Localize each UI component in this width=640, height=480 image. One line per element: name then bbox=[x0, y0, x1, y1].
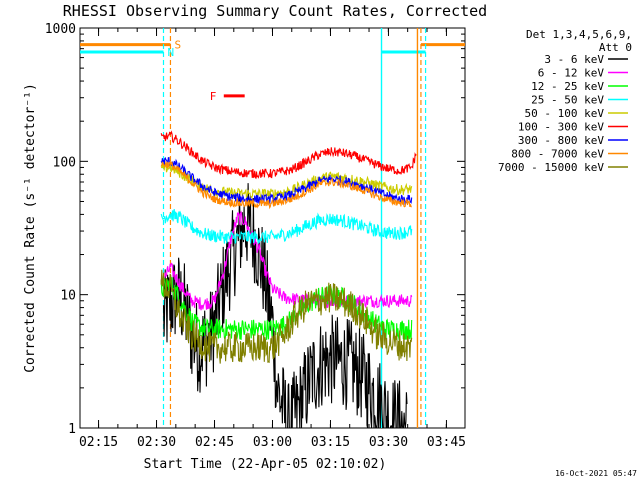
legend-header: Att 0 bbox=[599, 41, 632, 54]
x-tick-label: 03:45 bbox=[427, 435, 466, 450]
marker-label: F bbox=[210, 90, 217, 103]
y-tick-label: 10 bbox=[60, 289, 76, 304]
series-line bbox=[160, 130, 417, 180]
legend-entry: 50 - 100 keV bbox=[525, 107, 605, 120]
plot-frame bbox=[79, 27, 466, 429]
legend-entry: 12 - 25 keV bbox=[531, 80, 604, 93]
series-line bbox=[160, 160, 412, 210]
plot-area: 1 10 100 1000 02:15 02:30 02:45 03:00 03:15 03:30… bbox=[45, 22, 466, 450]
x-tick-label: 03:00 bbox=[253, 435, 292, 450]
y-tick-label: 1000 bbox=[45, 22, 76, 37]
legend-header: Det 1,3,4,5,6,9, bbox=[526, 28, 632, 41]
y-axis-label: Corrected Count Rate (s⁻¹ detector⁻¹) bbox=[23, 83, 38, 373]
series-line bbox=[160, 269, 413, 364]
legend-entry: 100 - 300 keV bbox=[518, 121, 604, 134]
x-tick-label: 03:30 bbox=[369, 435, 408, 450]
marker-label: N bbox=[167, 46, 174, 59]
legend-entry: 7000 - 15000 keV bbox=[498, 161, 604, 174]
y-tick-label: 1 bbox=[68, 422, 76, 437]
x-tick-label: 03:15 bbox=[311, 435, 350, 450]
legend-entry: 800 - 7000 keV bbox=[511, 148, 604, 161]
series-line bbox=[160, 209, 413, 244]
legend-entry: 300 - 800 keV bbox=[518, 134, 604, 147]
chart-title: RHESSI Observing Summary Count Rates, Co… bbox=[63, 2, 487, 20]
legend-entry: 3 - 6 keV bbox=[544, 53, 604, 66]
x-axis-label: Start Time (22-Apr-05 02:10:02) bbox=[144, 457, 387, 472]
x-tick-label: 02:45 bbox=[195, 435, 234, 450]
series-line bbox=[160, 156, 413, 206]
y-tick-label: 100 bbox=[53, 155, 76, 170]
x-tick-label: 02:15 bbox=[79, 435, 118, 450]
legend-entry: 25 - 50 keV bbox=[531, 94, 604, 107]
legend-entry: 6 - 12 keV bbox=[538, 67, 605, 80]
series-line bbox=[160, 210, 413, 311]
x-tick-label: 02:30 bbox=[137, 435, 176, 450]
marker-label: S bbox=[174, 39, 181, 52]
plot-timestamp: 16-Oct-2021 05:47 bbox=[555, 469, 637, 478]
